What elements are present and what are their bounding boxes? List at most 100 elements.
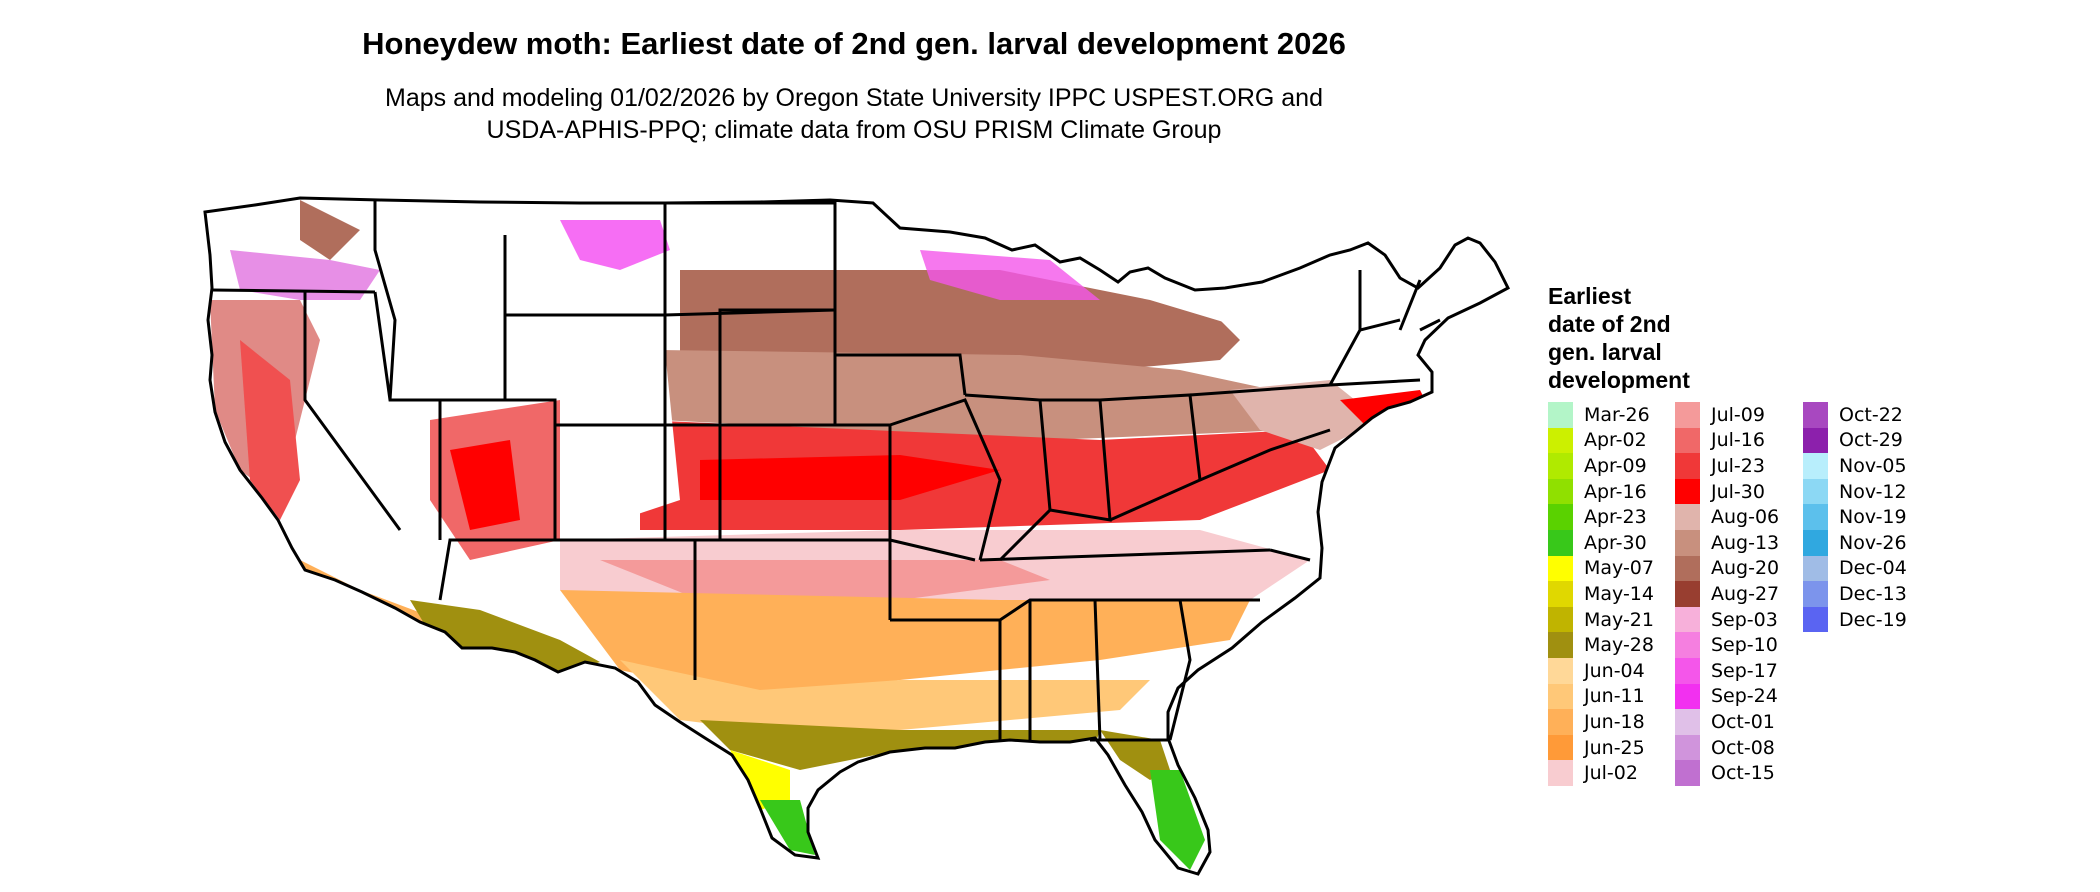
legend-swatch bbox=[1675, 606, 1700, 633]
legend-label: Nov-26 bbox=[1839, 531, 1907, 554]
legend-label: May-07 bbox=[1584, 557, 1654, 580]
legend-item: Oct-08 bbox=[1675, 734, 1779, 761]
legend-item: Jul-16 bbox=[1675, 427, 1779, 454]
legend-item: Aug-27 bbox=[1675, 581, 1779, 607]
legend-item: Sep-17 bbox=[1675, 657, 1779, 684]
legend-swatch bbox=[1548, 529, 1573, 556]
legend-title-line: gen. larval bbox=[1548, 339, 1662, 365]
legend-label: Apr-23 bbox=[1584, 506, 1647, 529]
legend-item: Sep-24 bbox=[1675, 683, 1779, 710]
legend-swatch bbox=[1548, 606, 1573, 633]
legend-label: Jun-04 bbox=[1584, 659, 1645, 682]
legend-swatch bbox=[1548, 504, 1573, 530]
state-boundaries bbox=[203, 196, 1510, 876]
legend-swatch bbox=[1675, 632, 1700, 658]
legend-swatch bbox=[1803, 529, 1828, 556]
legend-swatch bbox=[1548, 683, 1573, 710]
legend-label: Apr-30 bbox=[1584, 531, 1647, 554]
legend-title-line: development bbox=[1548, 367, 1690, 393]
legend-swatch bbox=[1675, 581, 1700, 607]
legend-title-line: Earliest bbox=[1548, 283, 1632, 309]
legend-label: Oct-01 bbox=[1711, 710, 1775, 733]
legend-title-line: date of 2nd bbox=[1548, 311, 1671, 337]
legend-label: Apr-16 bbox=[1584, 480, 1647, 503]
legend-swatch bbox=[1675, 427, 1700, 454]
legend-label: Dec-19 bbox=[1839, 608, 1907, 631]
legend-label: Nov-19 bbox=[1839, 506, 1907, 529]
legend-swatch bbox=[1675, 657, 1700, 684]
legend-item: Dec-04 bbox=[1803, 555, 1907, 582]
legend-column-2: Jul-09 Jul-16 Jul-23 Jul-30 Aug-06 Aug-13 Aug-… bbox=[1675, 402, 1779, 786]
legend-swatch bbox=[1548, 453, 1573, 479]
legend-swatch bbox=[1548, 402, 1573, 428]
legend-label: Nov-12 bbox=[1839, 480, 1907, 503]
legend-label: Aug-27 bbox=[1711, 582, 1780, 605]
legend-column-3: Oct-22 Oct-29 Nov-05 Nov-12 Nov-19 Nov-26 Dec-… bbox=[1803, 402, 1907, 633]
legend-item: May-14 bbox=[1548, 581, 1654, 607]
legend-swatch bbox=[1803, 555, 1828, 582]
legend-label: May-21 bbox=[1584, 608, 1654, 631]
legend-item: Aug-13 bbox=[1675, 529, 1779, 556]
legend-item: Nov-19 bbox=[1803, 504, 1907, 530]
legend-swatch bbox=[1675, 504, 1700, 530]
legend-swatch bbox=[1803, 402, 1828, 428]
legend-label: Jul-23 bbox=[1711, 454, 1765, 477]
legend-item: Jun-04 bbox=[1548, 657, 1654, 684]
legend-item: Aug-06 bbox=[1675, 504, 1779, 530]
legend-swatch bbox=[1803, 453, 1828, 479]
legend-label: Mar-26 bbox=[1584, 403, 1650, 426]
legend-item: Aug-20 bbox=[1675, 555, 1780, 582]
legend-item: Apr-30 bbox=[1548, 529, 1654, 556]
legend-item: Oct-22 bbox=[1803, 402, 1907, 428]
legend-label: Sep-17 bbox=[1711, 659, 1778, 682]
legend-item: May-21 bbox=[1548, 606, 1654, 633]
legend-title: Earliest date of 2nd gen. larval develop… bbox=[1548, 282, 1768, 394]
legend-item: Dec-13 bbox=[1803, 581, 1907, 607]
legend-column-1: Mar-26 Apr-02 Apr-09 Apr-16 Apr-23 Apr-30 May-… bbox=[1548, 402, 1654, 786]
legend-item: Oct-01 bbox=[1675, 709, 1779, 735]
legend-swatch bbox=[1803, 478, 1828, 505]
legend-label: Dec-13 bbox=[1839, 582, 1907, 605]
map-subtitle-line-1: Maps and modeling 01/02/2026 by Oregon S… bbox=[385, 84, 1323, 112]
map-title: Honeydew moth: Earliest date of 2nd gen.… bbox=[362, 26, 1346, 61]
legend-swatch bbox=[1675, 402, 1700, 428]
legend-item: Apr-16 bbox=[1548, 478, 1654, 505]
legend-label: Aug-06 bbox=[1711, 506, 1780, 529]
legend-label: Jul-09 bbox=[1711, 403, 1765, 426]
legend-item: Oct-15 bbox=[1675, 760, 1779, 786]
legend-label: Sep-03 bbox=[1711, 608, 1778, 631]
legend-label: Jul-02 bbox=[1584, 762, 1638, 785]
legend-swatch bbox=[1675, 529, 1700, 556]
legend-swatch bbox=[1548, 581, 1573, 607]
legend-swatch bbox=[1548, 555, 1573, 582]
legend-label: May-28 bbox=[1584, 634, 1654, 657]
legend-label: Oct-29 bbox=[1839, 429, 1903, 452]
legend-label: Oct-22 bbox=[1839, 403, 1903, 426]
legend-label: Aug-20 bbox=[1711, 557, 1780, 580]
legend-swatch bbox=[1675, 478, 1700, 505]
legend-label: Sep-24 bbox=[1711, 685, 1778, 708]
legend-label: Oct-08 bbox=[1711, 736, 1775, 759]
legend-item: Nov-05 bbox=[1803, 453, 1907, 479]
us-degree-day-map bbox=[203, 196, 1510, 876]
legend-swatch bbox=[1675, 555, 1700, 582]
legend-swatch bbox=[1548, 427, 1573, 454]
legend-label: Sep-10 bbox=[1711, 634, 1778, 657]
legend-label: Jun-25 bbox=[1584, 736, 1645, 759]
legend-label: Apr-09 bbox=[1584, 454, 1647, 477]
legend-item: Apr-02 bbox=[1548, 427, 1654, 454]
legend-item: Mar-26 bbox=[1548, 402, 1654, 428]
legend-item: May-07 bbox=[1548, 555, 1654, 582]
legend-item: May-28 bbox=[1548, 632, 1654, 658]
legend-item: Apr-23 bbox=[1548, 504, 1654, 530]
legend-item: Jul-02 bbox=[1548, 760, 1654, 786]
legend-swatch bbox=[1675, 709, 1700, 735]
map-subtitle-line-2: USDA-APHIS-PPQ; climate data from OSU PR… bbox=[486, 116, 1222, 144]
legend-swatch bbox=[1803, 504, 1828, 530]
legend-swatch bbox=[1803, 427, 1828, 454]
legend-item: Jun-11 bbox=[1548, 683, 1654, 710]
legend-swatch bbox=[1548, 478, 1573, 505]
legend-label: Jul-30 bbox=[1711, 480, 1765, 503]
legend-swatch bbox=[1548, 734, 1573, 761]
legend-item: Apr-09 bbox=[1548, 453, 1654, 479]
